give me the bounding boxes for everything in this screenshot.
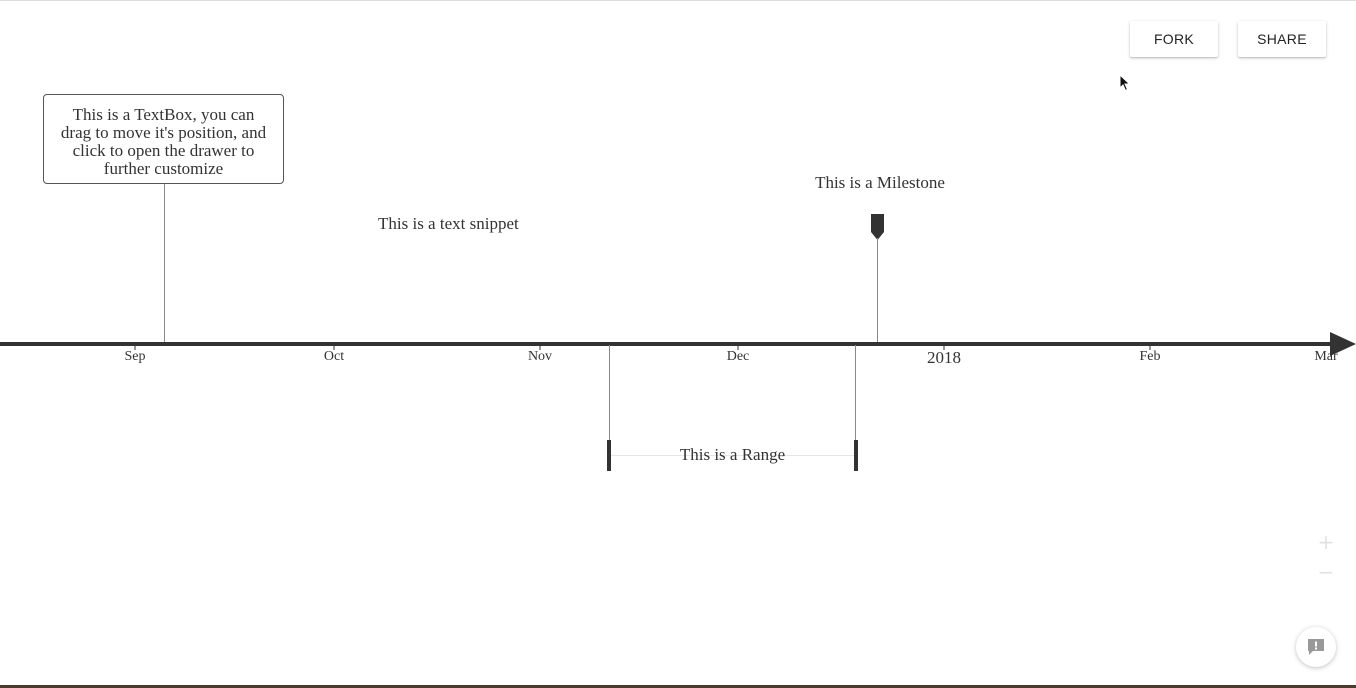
feedback-icon xyxy=(1308,639,1324,655)
zoom-out-button[interactable]: − xyxy=(1317,560,1335,584)
range-connector xyxy=(611,455,854,456)
textbox-line: This is a TextBox, you can xyxy=(72,105,255,124)
textbox-line: drag to move it's position, and xyxy=(60,123,267,142)
axis-tick-oct: Oct xyxy=(323,349,345,364)
axis-tick-2018: 2018 xyxy=(927,348,961,367)
top-border xyxy=(0,0,1356,1)
bottom-border xyxy=(0,685,1356,688)
range-label[interactable]: This is a Range xyxy=(679,445,786,464)
milestone-marker-icon[interactable] xyxy=(871,214,884,240)
range-start-handle[interactable] xyxy=(607,440,611,471)
textbox-line: click to open the drawer to xyxy=(72,141,255,160)
timeline-textbox[interactable]: This is a TextBox, you can drag to move … xyxy=(43,94,284,184)
range-end-handle[interactable] xyxy=(854,440,858,471)
zoom-in-button[interactable]: + xyxy=(1317,530,1335,554)
axis-tick-mar: Mar xyxy=(1314,349,1338,364)
textbox-connector-line xyxy=(164,184,165,343)
range-start-line xyxy=(609,345,610,441)
axis-tick-sep: Sep xyxy=(124,349,146,364)
axis-tick-nov: Nov xyxy=(527,349,553,364)
feedback-button[interactable] xyxy=(1296,627,1336,667)
range-end-line xyxy=(855,345,856,441)
arrow-right-icon xyxy=(1330,332,1356,356)
axis-tick-dec: Dec xyxy=(726,349,750,364)
milestone-connector-line xyxy=(877,238,878,343)
axis-tick-feb: Feb xyxy=(1139,349,1161,364)
textbox-line: further customize xyxy=(103,159,224,178)
timeline-axis xyxy=(0,332,1356,356)
share-button[interactable]: SHARE xyxy=(1238,21,1326,57)
mouse-pointer-icon xyxy=(1119,74,1131,92)
milestone-label[interactable]: This is a Milestone xyxy=(815,173,945,192)
fork-button[interactable]: FORK xyxy=(1130,21,1218,57)
text-snippet[interactable]: This is a text snippet xyxy=(378,214,519,233)
